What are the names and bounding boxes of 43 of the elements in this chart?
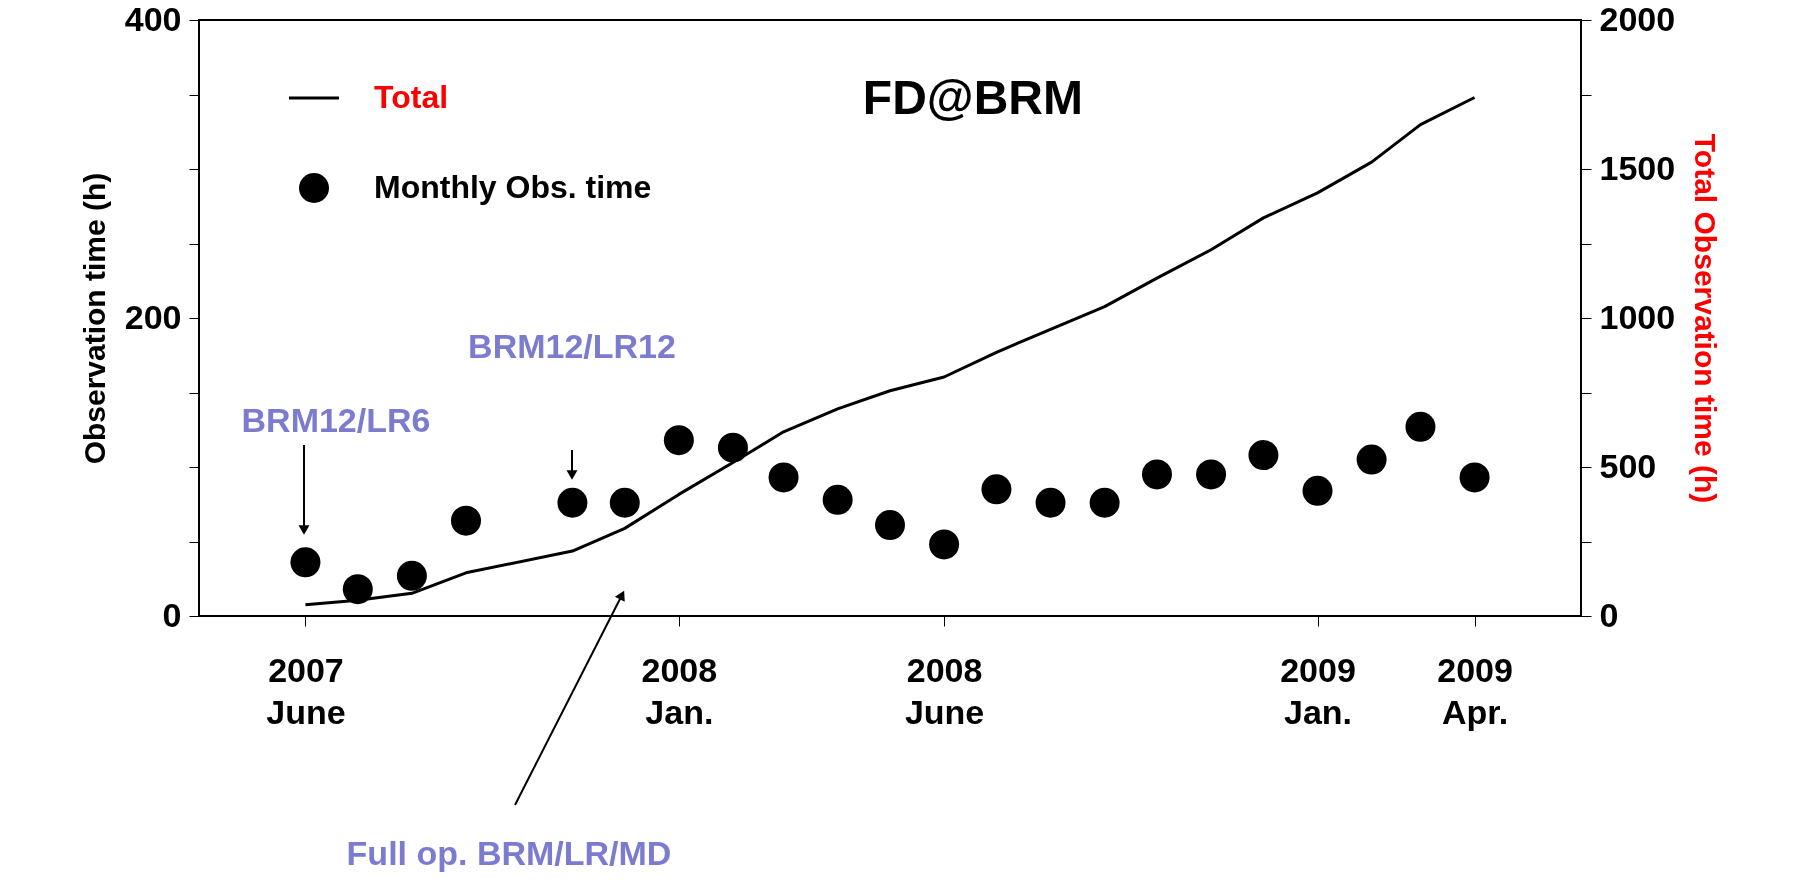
y2-tick-label: 1000 [1599, 297, 1676, 336]
x-tick-label: 2008 Jan. [641, 650, 718, 731]
point [609, 487, 640, 518]
point [1356, 444, 1387, 475]
legend-label: Monthly Obs. time [374, 169, 652, 205]
point [717, 432, 748, 463]
point [1035, 487, 1066, 518]
point [1089, 487, 1120, 518]
y2-axis-title: Total Observation time (h) [1689, 133, 1723, 504]
legend-label: Total [374, 79, 449, 115]
point [929, 529, 960, 560]
point [396, 560, 427, 591]
point [342, 574, 373, 605]
point [822, 484, 853, 515]
y-axis-title: Observation time (h) [77, 172, 111, 465]
y-tick-label: 0 [162, 595, 182, 634]
y2-tick-label: 0 [1599, 595, 1619, 634]
y2-tick-label: 1500 [1599, 148, 1676, 187]
point [875, 510, 905, 541]
x-tick-label: 2009 Jan. [1280, 650, 1356, 731]
y-tick-label: 200 [124, 297, 182, 336]
y-tick-label: 400 [124, 0, 182, 38]
point [1405, 411, 1436, 442]
point [1302, 475, 1333, 506]
point [290, 547, 321, 578]
point [1248, 440, 1279, 471]
point [981, 474, 1012, 505]
annotation: BRM12/LR6 [241, 401, 431, 439]
text: FD@BRM [862, 71, 1083, 124]
point [663, 425, 694, 456]
x-tick-label: 2008 June [904, 650, 985, 731]
text: Full op. BRM/LR/MD [346, 834, 672, 872]
x-tick-label: 2007 June [266, 650, 346, 731]
point [1459, 462, 1490, 493]
y2-tick-label: 500 [1599, 446, 1657, 485]
point [450, 505, 481, 536]
annotation: BRM12/LR12 [468, 327, 676, 365]
x-tick-label: 2009 Apr. [1437, 650, 1513, 731]
point [768, 462, 799, 493]
y2-tick-label: 2000 [1599, 0, 1676, 38]
point [1141, 459, 1172, 490]
point [1196, 459, 1227, 490]
point [557, 487, 588, 518]
